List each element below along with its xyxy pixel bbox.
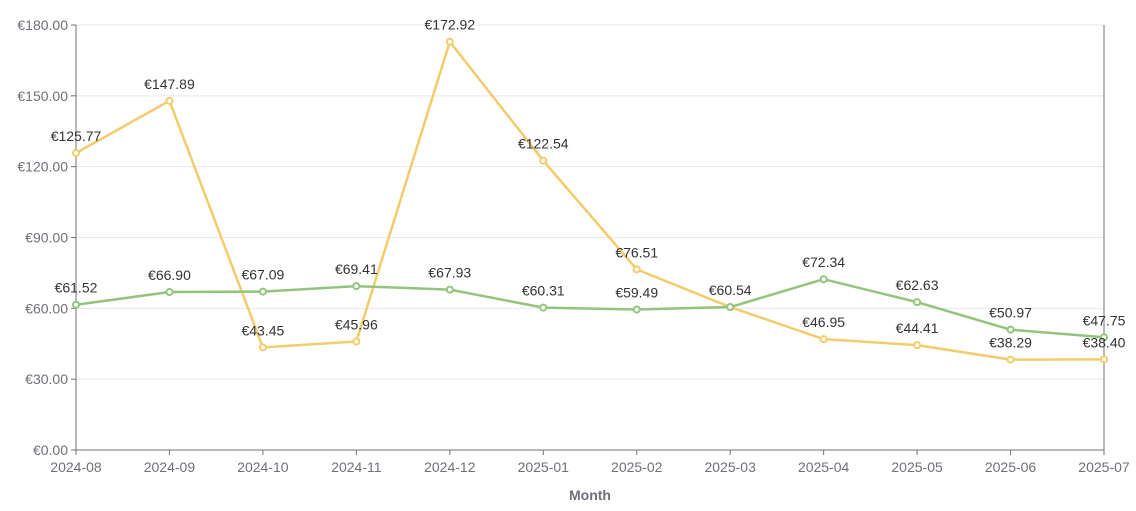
data-point-yellow <box>632 265 641 274</box>
data-label-yellow: €38.29 <box>989 335 1032 351</box>
data-label-green: €60.31 <box>522 283 565 299</box>
data-point-green <box>726 303 735 312</box>
data-point-green <box>258 287 267 296</box>
data-point-green <box>913 298 922 307</box>
data-label-green: €60.54 <box>709 282 752 298</box>
data-point-yellow <box>445 37 454 46</box>
x-tick-label: 2025-03 <box>704 459 756 475</box>
data-point-yellow <box>72 149 80 158</box>
x-tick-label: 2025-04 <box>798 459 850 475</box>
data-point-yellow <box>819 335 828 344</box>
data-label-green: €47.75 <box>1083 312 1126 328</box>
data-point-green <box>352 282 361 291</box>
data-point-green <box>819 275 828 284</box>
data-label-yellow: €172.92 <box>425 17 476 33</box>
data-label-green: €59.49 <box>615 285 658 301</box>
data-point-green <box>72 300 80 309</box>
data-label-yellow: €46.95 <box>802 314 845 330</box>
x-tick-label: 2025-02 <box>611 459 663 475</box>
x-tick-label: 2024-08 <box>50 459 102 475</box>
data-label-green: €67.09 <box>241 267 284 283</box>
data-label-yellow: €44.41 <box>896 320 939 336</box>
x-tick-label: 2025-06 <box>985 459 1037 475</box>
data-label-yellow: €76.51 <box>615 244 658 260</box>
x-tick-label: 2024-09 <box>144 459 196 475</box>
y-tick-label: €180.00 <box>17 17 68 33</box>
data-point-yellow <box>352 337 361 346</box>
series-line-yellow <box>75 40 1105 361</box>
y-tick-label: €150.00 <box>17 88 68 104</box>
x-tick-label: 2024-12 <box>424 459 476 475</box>
data-label-green: €69.41 <box>335 261 378 277</box>
x-tick-label: 2025-07 <box>1078 459 1130 475</box>
data-point-green <box>445 285 454 294</box>
data-point-green <box>165 288 174 297</box>
data-label-green: €50.97 <box>989 305 1032 321</box>
data-label-green: €66.90 <box>148 267 191 283</box>
y-tick-label: €90.00 <box>25 230 68 246</box>
data-point-green <box>1006 325 1015 334</box>
data-labels: €125.77 €147.89 €43.45 €45.96 €172.92 €122.54… <box>51 17 1126 351</box>
data-label-green: €62.63 <box>896 277 939 293</box>
y-tick-label: €30.00 <box>25 371 68 387</box>
x-tick-label: 2025-05 <box>891 459 943 475</box>
y-tick-label: €0.00 <box>33 442 68 458</box>
data-point-green <box>539 303 548 312</box>
data-point-yellow <box>165 96 174 105</box>
data-point-yellow <box>258 343 267 352</box>
x-axis-title: Month <box>569 487 611 503</box>
data-point-green <box>632 305 641 314</box>
data-label-yellow: €125.77 <box>51 128 102 144</box>
data-label-green: €67.93 <box>428 265 471 281</box>
data-point-green <box>1100 333 1108 342</box>
data-point-yellow <box>1100 355 1108 364</box>
y-tick-label: €120.00 <box>17 159 68 175</box>
series-line-green <box>75 277 1105 339</box>
data-label-yellow: €45.96 <box>335 316 378 332</box>
data-point-yellow <box>913 341 922 350</box>
axes: €0.00 €30.00 €60.00 €90.00 €120.00 €150.00 €18… <box>17 17 1130 475</box>
data-label-green: €61.52 <box>55 280 98 296</box>
x-tick-label: 2025-01 <box>518 459 570 475</box>
data-label-yellow: €38.40 <box>1083 334 1126 350</box>
y-tick-label: €60.00 <box>25 300 68 316</box>
grid <box>76 24 1104 380</box>
data-label-yellow: €147.89 <box>144 76 195 92</box>
series-layer <box>72 37 1108 364</box>
data-point-yellow <box>1006 355 1015 364</box>
data-label-green: €72.34 <box>802 254 845 270</box>
x-tick-label: 2024-11 <box>331 459 382 475</box>
data-point-yellow <box>539 156 548 165</box>
data-label-yellow: €43.45 <box>241 322 284 338</box>
x-tick-label: 2024-10 <box>237 459 289 475</box>
data-label-yellow: €122.54 <box>518 136 569 152</box>
